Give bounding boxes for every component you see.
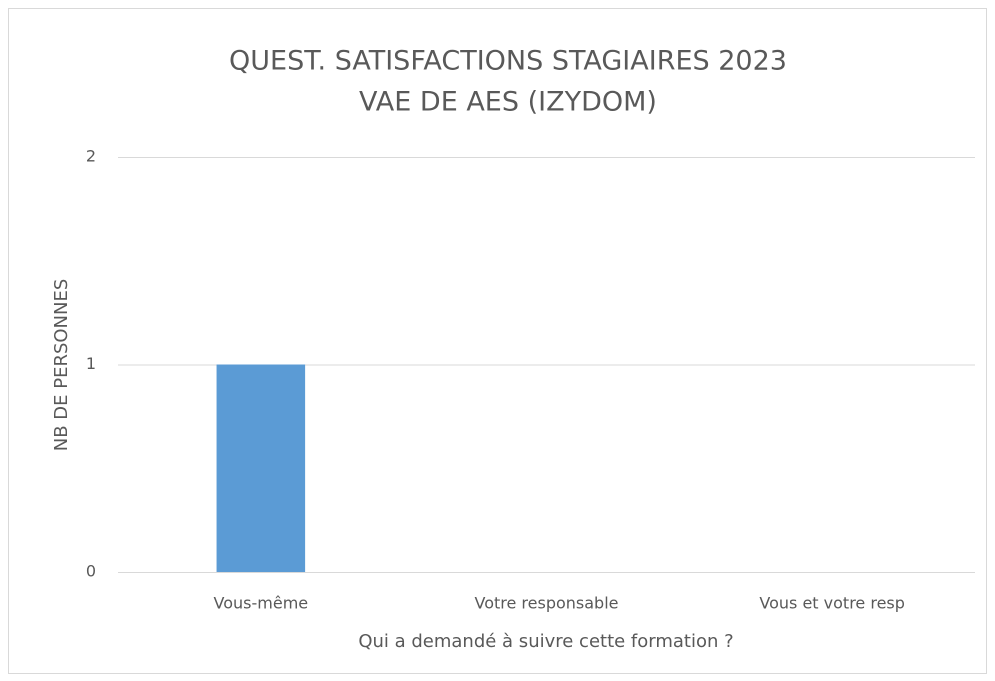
chart-title: QUEST. SATISFACTIONS STAGIAIRES 2023: [229, 46, 787, 77]
y-tick-label: 2: [86, 147, 96, 166]
y-tick-label: 0: [86, 562, 96, 581]
y-tick-label: 1: [86, 354, 96, 373]
x-axis-label: Qui a demandé à suivre cette formation ?: [358, 631, 733, 652]
x-tick-label: Votre responsable: [475, 594, 619, 613]
chart-border: [8, 8, 987, 674]
x-tick-label: Vous et votre resp: [759, 594, 905, 613]
y-axis-label: NB DE PERSONNES: [51, 279, 72, 452]
chart-title: VAE DE AES (IZYDOM): [359, 87, 657, 118]
bar: [216, 364, 306, 572]
x-tick-label: Vous-même: [214, 594, 309, 613]
